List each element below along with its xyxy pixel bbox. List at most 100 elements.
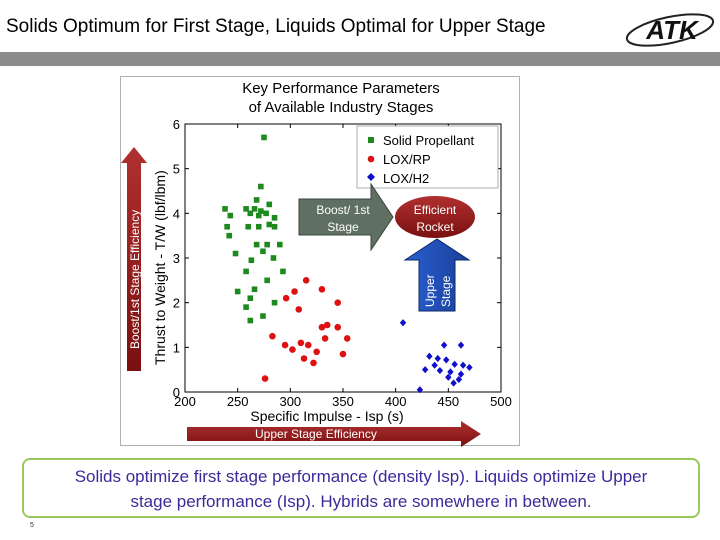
scatter-point-series-0 (255, 212, 262, 219)
scatter-point-series-1 (339, 350, 347, 358)
scatter-point-series-0 (258, 183, 264, 190)
caption-line-2: stage performance (Isp). Hybrids are som… (130, 492, 592, 511)
efficient-rocket-ellipse (395, 196, 475, 238)
y-tick-label: 2 (173, 296, 180, 311)
scatter-point-series-2 (445, 373, 452, 381)
chart-frame: Key Performance Parameters of Available … (120, 76, 520, 447)
scatter-point-series-0 (251, 286, 258, 293)
boost-arrow (121, 147, 147, 371)
scatter-point-series-2 (440, 341, 448, 349)
scatter-point-series-0 (247, 210, 254, 217)
scatter-point-series-0 (270, 255, 277, 261)
boost-stage-text-2: Stage (327, 220, 359, 234)
scatter-point-series-0 (258, 208, 264, 214)
scatter-point-series-0 (255, 223, 262, 230)
scatter-point-series-1 (313, 348, 320, 356)
upper-stage-box (403, 238, 471, 312)
caption-line-1: Solids optimize first stage performance … (74, 467, 648, 486)
scatter-point-series-1 (321, 335, 329, 342)
caption: Solids optimize first stage performance … (24, 460, 698, 514)
scatter-point-series-0 (222, 206, 228, 212)
chart-title-line2: of Available Industry Stages (249, 99, 434, 116)
legend-label-solid: Solid Propellant (383, 133, 474, 148)
scatter-point-series-1 (291, 288, 298, 295)
scatter-point-series-0 (232, 250, 239, 257)
scatter-point-series-2 (451, 360, 458, 368)
y-tick-label: 5 (173, 162, 180, 177)
boost-arrow-label: Boost/1st Stage Efficiency (128, 210, 142, 349)
legend-label-loxh2: LOX/H2 (383, 171, 429, 186)
x-tick-label: 450 (437, 394, 459, 409)
upper-stage-arrow (187, 421, 481, 447)
y-tick-label: 0 (173, 385, 180, 400)
scatter-point-series-2 (447, 368, 454, 376)
scatter-point-series-0 (226, 232, 233, 239)
scatter-point-series-0 (247, 295, 254, 301)
scatter-point-series-2 (450, 379, 457, 387)
scatter-point-series-2 (466, 363, 473, 372)
scatter-point-series-0 (227, 212, 234, 219)
boost-stage-text-1: Boost/ 1st (316, 203, 370, 217)
scatter-point-series-2 (416, 386, 424, 394)
atk-logo: ATK (625, 13, 715, 47)
x-tick-label: 400 (385, 394, 407, 409)
header-bar (0, 52, 720, 66)
scatter-point-series-1 (269, 332, 276, 340)
scatter-point-series-2 (443, 356, 450, 364)
scatter-point-series-1 (289, 346, 296, 353)
scatter-point-series-1 (295, 306, 303, 313)
legend-label-loxrp: LOX/RP (383, 152, 431, 167)
scatter-point-series-0 (271, 299, 278, 306)
legend: Solid Propellant LOX/RP LOX/H2 (356, 125, 499, 189)
scatter-point-series-0 (247, 317, 254, 324)
scatter-point-series-2 (436, 366, 444, 375)
scatter-point-series-0 (271, 215, 278, 221)
upper-stage-text-2: Stage (439, 275, 453, 307)
scatter-point-series-2 (459, 361, 467, 369)
scatter-point-series-0 (260, 248, 266, 255)
scatter-point-series-1 (334, 299, 342, 306)
scatter-point-series-0 (243, 206, 249, 212)
scatter-point-series-2 (455, 375, 463, 384)
scatter-point-series-1 (297, 339, 305, 347)
scatter-point-series-0 (224, 223, 230, 230)
scatter-point-series-2 (431, 361, 438, 369)
y-axis-label: Thrust to Weight - T/W (lbf/lbm) (152, 170, 168, 365)
scatter-point-series-0 (251, 206, 258, 212)
scatter-point-series-2 (426, 352, 433, 360)
x-tick-label: 200 (174, 394, 196, 409)
scatter-point-series-2 (434, 354, 441, 363)
efficient-rocket-text-2: Rocket (416, 220, 454, 234)
logo-text: ATK (645, 15, 700, 45)
scatter-point-series-1 (343, 335, 351, 342)
scatter-point-series-0 (261, 134, 267, 141)
chart-svg: Key Performance Parameters of Available … (121, 80, 512, 447)
legend-box (356, 125, 499, 189)
scatter-point-series-2 (399, 319, 407, 327)
scatter-point-series-1 (261, 375, 269, 382)
scatter-point-series-0 (253, 241, 260, 248)
legend-marker-solid (368, 137, 374, 143)
scatter-point-series-1 (334, 323, 342, 331)
scatter-point-series-0 (260, 313, 266, 319)
scatter-point-series-1 (302, 277, 310, 284)
legend-marker-loxh2 (367, 173, 375, 181)
scatter-point-series-2 (421, 366, 429, 374)
scatter-point-series-1 (310, 359, 317, 367)
page-number: 5 (30, 522, 34, 529)
scatter-point-series-1 (318, 323, 326, 331)
scatter-point-series-0 (253, 197, 260, 203)
x-tick-label: 250 (227, 394, 249, 409)
scatter-point-series-0 (271, 223, 278, 230)
y-tick-label: 1 (173, 340, 180, 355)
x-tick-label: 350 (332, 394, 354, 409)
x-tick-label: 300 (279, 394, 301, 409)
scatter-point-series-1 (318, 285, 326, 293)
boost-stage-box (298, 182, 394, 252)
upper-stage-text-1: Upper (423, 274, 437, 307)
scatter-point-series-1 (304, 341, 312, 349)
scatter-point-series-0 (277, 241, 283, 248)
scatter-point-series-0 (248, 257, 255, 264)
upper-stage-arrow-label: Upper Stage Efficiency (255, 427, 377, 441)
scatter-point-series-0 (264, 241, 270, 248)
